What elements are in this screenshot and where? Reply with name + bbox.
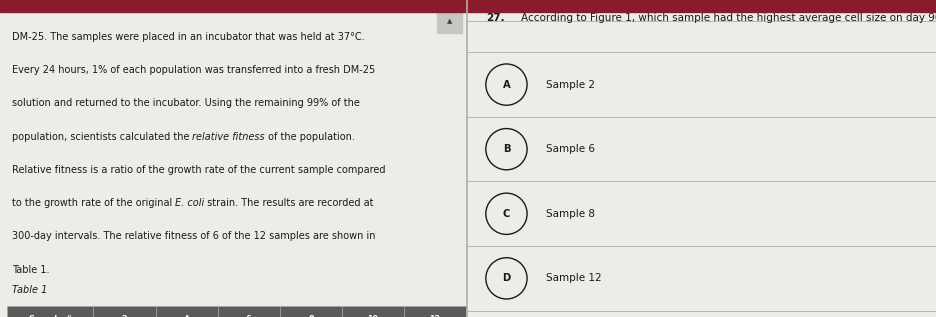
- Text: Sample #: Sample #: [29, 315, 72, 317]
- Text: 27.: 27.: [486, 13, 505, 23]
- Text: of the population.: of the population.: [265, 132, 355, 142]
- Text: Table 1.: Table 1.: [11, 265, 50, 275]
- Text: Table 1: Table 1: [11, 285, 47, 295]
- Text: strain. The results are recorded at: strain. The results are recorded at: [204, 198, 373, 208]
- Bar: [218, 306, 280, 317]
- Text: 2: 2: [122, 315, 127, 317]
- Bar: [342, 306, 404, 317]
- Text: 12: 12: [430, 315, 441, 317]
- Text: C: C: [503, 209, 510, 219]
- Text: to the growth rate of the original: to the growth rate of the original: [11, 198, 175, 208]
- Text: 4: 4: [183, 315, 189, 317]
- Bar: [404, 306, 466, 317]
- Text: A: A: [503, 80, 510, 90]
- Text: 10: 10: [368, 315, 378, 317]
- Text: 8: 8: [308, 315, 314, 317]
- Text: Every 24 hours, 1% of each population was transferred into a fresh DM-25: Every 24 hours, 1% of each population wa…: [11, 65, 375, 75]
- Text: Sample 2: Sample 2: [546, 80, 595, 90]
- Text: relative fitness: relative fitness: [192, 132, 265, 142]
- Text: Sample 6: Sample 6: [546, 144, 595, 154]
- Text: Sample 12: Sample 12: [546, 273, 602, 283]
- Text: solution and returned to the incubator. Using the remaining 99% of the: solution and returned to the incubator. …: [11, 98, 359, 108]
- Text: E. coli: E. coli: [175, 198, 204, 208]
- Text: B: B: [503, 144, 510, 154]
- Text: ▲: ▲: [446, 19, 452, 24]
- Text: D: D: [503, 273, 510, 283]
- Text: population, scientists calculated the: population, scientists calculated the: [11, 132, 192, 142]
- Bar: [467, 0, 936, 12]
- Text: Sample 8: Sample 8: [546, 209, 595, 219]
- Bar: [155, 306, 218, 317]
- Text: DM-25. The samples were placed in an incubator that was held at 37°C.: DM-25. The samples were placed in an inc…: [11, 32, 364, 42]
- Text: According to Figure 1, which sample had the highest average cell size on day 900: According to Figure 1, which sample had …: [521, 13, 936, 23]
- Bar: [94, 306, 155, 317]
- Bar: [437, 12, 462, 33]
- Text: 6: 6: [246, 315, 252, 317]
- Bar: [7, 306, 94, 317]
- Bar: [280, 306, 342, 317]
- Text: Relative fitness is a ratio of the growth rate of the current sample compared: Relative fitness is a ratio of the growt…: [11, 165, 386, 175]
- Text: 300-day intervals. The relative fitness of 6 of the 12 samples are shown in: 300-day intervals. The relative fitness …: [11, 231, 375, 242]
- Bar: [0, 0, 467, 12]
